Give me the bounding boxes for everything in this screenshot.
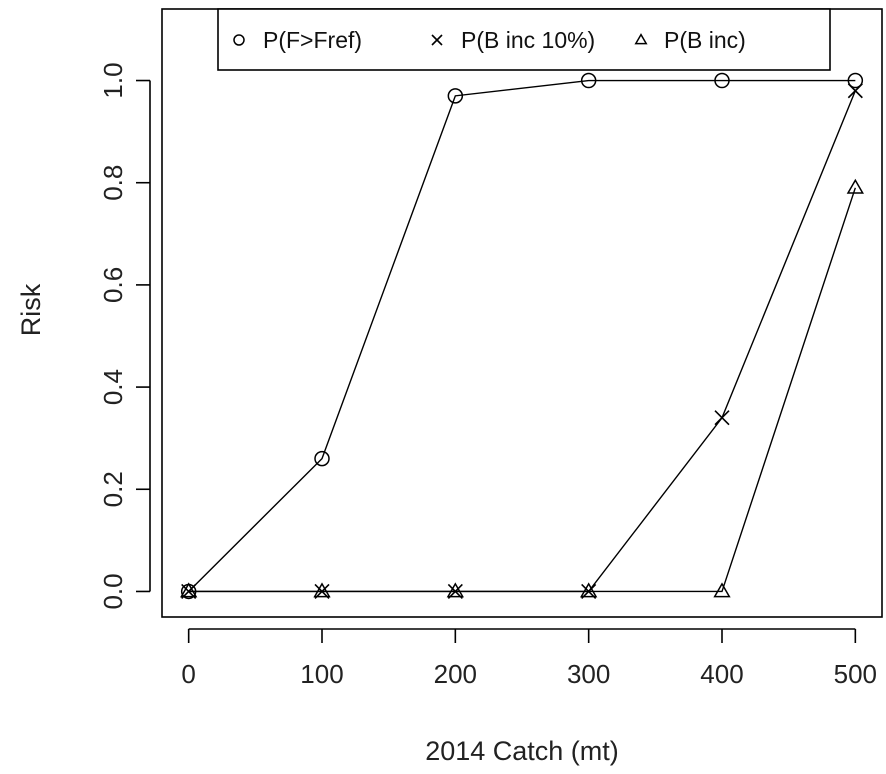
y-tick-label: 0.2 bbox=[98, 471, 128, 507]
series-lines bbox=[188, 79, 856, 593]
data-point-triangle bbox=[580, 582, 598, 598]
series-markers bbox=[180, 72, 864, 600]
legend-marker-circle bbox=[233, 34, 245, 46]
data-point-triangle bbox=[446, 582, 464, 598]
series-line-3 bbox=[188, 187, 856, 593]
data-point-circle bbox=[580, 72, 597, 89]
y-axis-title: Risk bbox=[16, 283, 46, 336]
data-point-cross bbox=[847, 83, 863, 99]
data-point-circle bbox=[314, 450, 330, 467]
data-point-circle bbox=[447, 88, 464, 104]
legend-label: P(B inc 10%) bbox=[461, 27, 595, 53]
data-point-triangle bbox=[713, 582, 731, 598]
data-point-circle bbox=[847, 72, 864, 89]
data-point-cross bbox=[714, 410, 730, 426]
series-line-2 bbox=[188, 90, 856, 593]
x-tick-label: 0 bbox=[181, 659, 195, 689]
y-tick-label: 0.4 bbox=[98, 369, 128, 405]
legend-marker-cross bbox=[431, 34, 443, 46]
x-tick-label: 400 bbox=[700, 659, 743, 689]
data-point-triangle bbox=[180, 582, 198, 598]
x-tick-label: 100 bbox=[300, 659, 343, 689]
legend: P(F>Fref) P(B inc 10%) P(B inc) bbox=[217, 8, 831, 71]
legend-label: P(B inc) bbox=[664, 27, 746, 53]
x-axis: 0 100 200 300 400 500 bbox=[181, 628, 877, 689]
data-point-circle bbox=[714, 72, 730, 89]
y-tick-label: 0.8 bbox=[98, 165, 128, 201]
data-point-triangle bbox=[846, 178, 864, 194]
x-tick-label: 200 bbox=[434, 659, 477, 689]
plot-frame bbox=[161, 8, 883, 618]
y-tick-label: 1.0 bbox=[98, 62, 128, 98]
y-tick-label: 0.6 bbox=[98, 267, 128, 303]
legend-label: P(F>Fref) bbox=[263, 27, 362, 53]
legend-marker-triangle bbox=[634, 33, 648, 45]
legend-box bbox=[217, 8, 831, 71]
data-point-triangle bbox=[313, 582, 331, 598]
series-line-1 bbox=[188, 79, 856, 592]
x-axis-title: 2014 Catch (mt) bbox=[425, 736, 619, 766]
x-tick-label: 500 bbox=[834, 659, 877, 689]
y-axis: 0.0 0.2 0.4 0.6 0.8 1.0 bbox=[98, 62, 151, 610]
x-tick-label: 300 bbox=[567, 659, 610, 689]
y-tick-label: 0.0 bbox=[98, 573, 128, 609]
